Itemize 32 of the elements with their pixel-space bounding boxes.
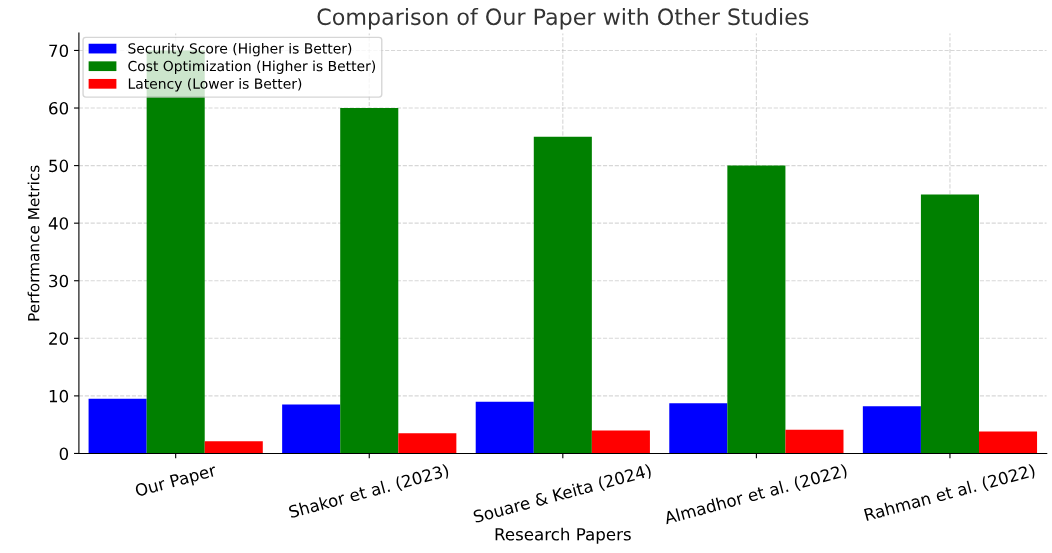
- y-tick-label: 70: [49, 44, 69, 58]
- bar: [591, 430, 650, 454]
- x-axis-title: Research Papers: [495, 527, 631, 544]
- y-tick-label: 60: [49, 101, 69, 115]
- bar: [204, 441, 263, 454]
- bar: [727, 165, 786, 454]
- y-tick-label: 40: [48, 217, 69, 230]
- legend-label: Latency (Lower is Better): [128, 78, 302, 92]
- y-tick-label: 20: [49, 332, 69, 345]
- y-axis-title: Performance Metrics: [27, 165, 40, 321]
- bar: [398, 433, 457, 454]
- bar: [920, 194, 979, 454]
- legend-label: Cost Optimization (Higher is Better): [128, 60, 376, 74]
- bar: [340, 108, 399, 454]
- bar: [475, 401, 534, 454]
- bar: [669, 403, 728, 454]
- legend-label: Security Score (Higher is Better): [128, 42, 352, 57]
- y-tick-label: 30: [49, 274, 69, 288]
- x-tick-label: Our Paper: [134, 463, 218, 501]
- x-tick-label: Rahman et al. (2022): [863, 463, 1036, 523]
- bar: [282, 404, 341, 454]
- bar: [862, 406, 921, 454]
- x-tick-label: Shakor et al. (2023): [288, 463, 450, 521]
- x-tick-label: Souare & Keita (2024): [472, 463, 653, 525]
- bar: [785, 429, 844, 454]
- bar: [978, 431, 1038, 454]
- y-tick-label: 50: [49, 159, 69, 173]
- bar: [533, 136, 592, 454]
- bar: [88, 398, 147, 454]
- y-tick-label: 0: [59, 447, 69, 461]
- y-tick-label: 10: [49, 389, 69, 403]
- chart-title: Comparison of Our Paper with Other Studies: [317, 7, 809, 30]
